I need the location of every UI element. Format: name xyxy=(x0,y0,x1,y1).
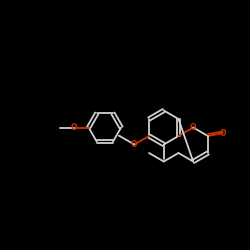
Text: O: O xyxy=(71,123,77,132)
Text: O: O xyxy=(131,140,138,149)
Text: O: O xyxy=(220,128,226,138)
Text: O: O xyxy=(190,123,196,132)
